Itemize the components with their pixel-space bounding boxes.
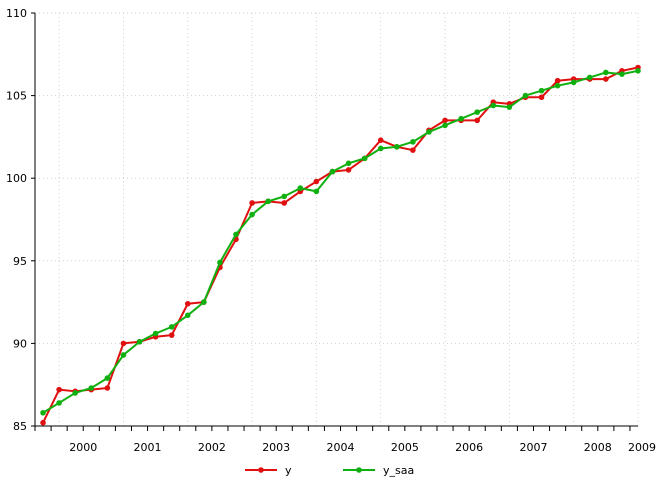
data-point-y_saa — [570, 79, 577, 86]
data-point-y — [313, 178, 320, 185]
data-point-y — [120, 340, 127, 347]
data-point-y_saa — [474, 109, 481, 115]
data-point-y — [345, 167, 352, 173]
data-point-y_saa — [377, 145, 384, 152]
data-point-y — [184, 300, 191, 307]
data-point-y_saa — [458, 115, 464, 122]
data-point-y_saa — [394, 144, 400, 150]
data-point-y_saa — [104, 375, 111, 381]
data-point-y_saa — [265, 198, 271, 205]
y-tick-label: 110 — [6, 7, 27, 20]
legend-marker-y_saa — [356, 467, 362, 473]
data-point-y_saa — [297, 185, 304, 191]
data-point-y — [168, 332, 175, 338]
data-point-y_saa — [586, 74, 593, 81]
data-point-y_saa — [249, 211, 255, 218]
data-point-y — [603, 76, 609, 82]
data-point-y_saa — [88, 385, 95, 391]
x-tick-label: 2000 — [69, 441, 97, 454]
data-point-y_saa — [345, 160, 352, 167]
data-point-y — [442, 117, 448, 124]
chart-axes: 85 90 95 100 105 110 2000 2001 2002 2003 2004 2005 2… — [6, 7, 656, 454]
data-point-y_saa — [72, 390, 78, 396]
legend-marker-y — [258, 467, 264, 473]
data-point-y_saa — [184, 312, 191, 319]
data-point-y — [104, 385, 111, 391]
data-point-y_saa — [506, 104, 513, 110]
data-point-y_saa — [136, 338, 143, 345]
grid-lines — [35, 12, 639, 426]
data-point-y_saa — [490, 102, 497, 109]
series-line-y_saa — [42, 69, 639, 414]
data-point-y_saa — [442, 122, 448, 129]
data-point-y_saa — [233, 231, 239, 238]
data-point-y — [249, 200, 255, 206]
x-tick-label: 2004 — [327, 441, 355, 454]
data-point-y — [474, 117, 481, 124]
data-point-y_saa — [619, 71, 625, 77]
data-point-y_saa — [56, 400, 62, 406]
x-tick-label: 2002 — [198, 441, 226, 454]
chart-legend: y y_saa — [245, 464, 414, 477]
data-point-y — [40, 419, 46, 426]
data-point-y_saa — [329, 168, 336, 175]
data-point-y_saa — [603, 69, 609, 76]
y-tick-label: 100 — [6, 172, 27, 185]
data-point-y_saa — [410, 139, 416, 145]
data-point-y_saa — [120, 352, 127, 358]
y-tick-label: 95 — [13, 255, 27, 268]
data-point-y — [538, 94, 545, 101]
data-point-y_saa — [40, 409, 46, 416]
data-point-y_saa — [538, 87, 545, 94]
x-tick-label: 2003 — [262, 441, 290, 454]
y-tick-label: 90 — [13, 337, 27, 350]
y-tick-label: 105 — [6, 90, 27, 103]
data-point-y_saa — [522, 92, 529, 99]
data-point-y — [56, 386, 62, 393]
data-point-y — [377, 137, 384, 144]
y-tick-label: 85 — [13, 420, 27, 433]
data-point-y_saa — [281, 193, 288, 200]
data-point-y — [281, 200, 288, 206]
data-point-y_saa — [426, 129, 432, 135]
data-point-y — [410, 147, 416, 153]
data-point-y_saa — [217, 259, 223, 266]
legend-label-y_saa: y_saa — [383, 464, 414, 477]
data-point-y_saa — [201, 299, 207, 305]
chart-series — [40, 64, 641, 426]
data-point-y_saa — [554, 82, 561, 89]
data-point-y_saa — [361, 155, 368, 162]
data-point-y_saa — [168, 324, 175, 330]
series-line-y — [42, 66, 639, 424]
data-point-y_saa — [152, 330, 159, 337]
data-point-y — [554, 77, 561, 84]
data-point-y_saa — [313, 188, 320, 195]
x-tick-label: 2006 — [455, 441, 483, 454]
x-tick-label: 2001 — [134, 441, 162, 454]
x-tick-label: 2009 — [628, 441, 656, 454]
x-tick-label: 2005 — [391, 441, 419, 454]
x-tick-label: 2007 — [519, 441, 547, 454]
legend-label-y: y — [285, 464, 292, 477]
data-point-y_saa — [635, 68, 641, 74]
x-tick-label: 2008 — [584, 441, 612, 454]
